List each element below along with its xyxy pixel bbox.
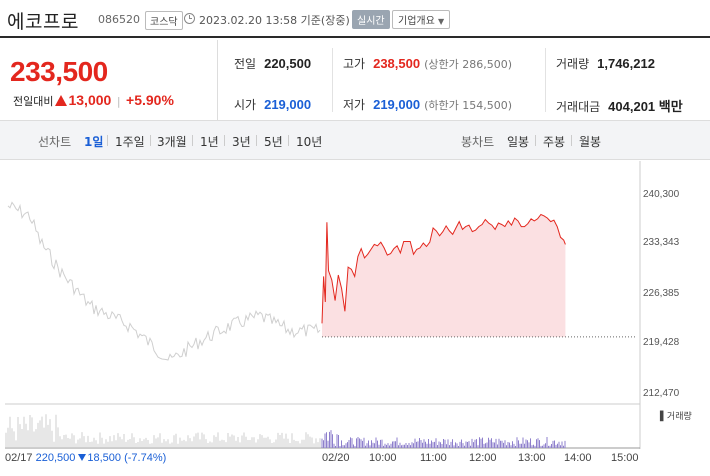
tab-daily-candle[interactable]: 일봉 [507, 135, 530, 149]
prev-day-date: 02/17 [5, 452, 33, 464]
divider [288, 135, 289, 146]
y-tick: 240,300 [643, 189, 680, 200]
divider [571, 135, 572, 146]
today-volume-bars [321, 430, 566, 448]
quote-panel: 233,500 전일대비 13,000 | +5.90% 전일 220,500 시가… [0, 40, 710, 120]
x-tick: 02/20 [322, 452, 350, 464]
x-tick: 13:00 [518, 452, 546, 464]
stock-header: 에코프로 086520 코스닥 2023.02.20 13:58 기준(장중) … [0, 0, 710, 38]
prev-close-cell: 전일 220,500 [234, 55, 311, 72]
tab-3m[interactable]: 3개월 [157, 135, 187, 149]
open-value: 219,000 [264, 97, 312, 112]
divider: | [116, 95, 121, 108]
y-tick: 226,385 [643, 288, 680, 299]
high-label: 고가 [343, 57, 366, 71]
divider [107, 135, 108, 146]
low-value: 219,000 [373, 97, 421, 112]
lower-limit: (하한가 154,500) [424, 99, 513, 112]
amount-label: 거래대금 [556, 100, 601, 114]
line-chart-label: 선차트 [38, 135, 72, 149]
prev-close-value: 220,500 [264, 56, 312, 71]
tab-10y[interactable]: 10년 [296, 135, 323, 149]
company-overview-label: 기업개요 [398, 16, 435, 27]
stock-code: 086520 [98, 13, 140, 26]
high-cell: 고가 238,500 (상한가 286,500) [343, 55, 512, 72]
chart-canvas [5, 161, 641, 449]
price-area-fill [322, 214, 566, 337]
tab-weekly-candle[interactable]: 주봉 [543, 135, 566, 149]
prev-day-change-pct: (-7.74%) [124, 452, 167, 464]
market-badge: 코스닥 [145, 11, 183, 30]
divider [224, 135, 225, 146]
down-arrow-icon [78, 454, 87, 461]
x-tick: 11:00 [420, 452, 447, 464]
prev-day-price-line [7, 201, 321, 361]
tab-5y[interactable]: 5년 [264, 135, 283, 149]
clock-icon [184, 13, 195, 24]
open-label: 시가 [234, 98, 257, 112]
x-tick: 10:00 [369, 452, 397, 464]
amount-value: 404,201 백만 [608, 99, 683, 114]
up-arrow-icon [55, 95, 68, 106]
change-row: 전일대비 13,000 | +5.90% [13, 92, 174, 109]
stock-name: 에코프로 [7, 11, 79, 33]
quote-grid: 전일 220,500 시가 219,000 고가 238,500 (상한가 286,50… [217, 40, 710, 120]
tab-1d[interactable]: 1일 [84, 135, 104, 149]
volume-legend-label: 거래량 [666, 412, 692, 422]
prev-day-close: 220,500 [35, 452, 76, 464]
x-tick: 15:00 [611, 452, 639, 464]
prev-close-label: 전일 [234, 57, 257, 71]
prev-day-change: 18,500 [87, 452, 122, 464]
change-amount: 13,000 [68, 92, 112, 108]
candle-chart-label: 봉차트 [461, 135, 495, 149]
realtime-button[interactable]: 실시간 [352, 10, 390, 29]
open-cell: 시가 219,000 [234, 96, 311, 113]
change-label: 전일대비 [13, 95, 54, 108]
y-tick: 212,470 [643, 388, 680, 399]
divider [256, 135, 257, 146]
today-price-line [321, 213, 566, 324]
divider [332, 48, 333, 112]
high-value: 238,500 [373, 56, 421, 71]
low-cell: 저가 219,000 (하한가 154,500) [343, 96, 512, 113]
company-overview-dropdown[interactable]: 기업개요 ▼ [392, 10, 451, 29]
amount-cell: 거래대금 404,201 백만 [556, 96, 683, 115]
current-price: 233,500 [10, 56, 108, 87]
y-tick: 219,428 [643, 337, 680, 348]
quote-datetime: 2023.02.20 13:58 기준(장중) [199, 14, 350, 27]
volume-legend: ▌거래량 [660, 412, 692, 422]
prev-day-volume-bars [5, 414, 321, 448]
divider [545, 48, 546, 112]
x-tick: 14:00 [564, 452, 592, 464]
upper-limit: (상한가 286,500) [424, 58, 513, 71]
change-percent: +5.90% [126, 92, 174, 108]
divider [150, 135, 151, 146]
tab-monthly-candle[interactable]: 월봉 [579, 135, 602, 149]
tab-3y[interactable]: 3년 [232, 135, 251, 149]
chart-period-tabs: 선차트 1일 1주일 3개월 1년 3년 5년 10년 봉차트 일봉 주봉 월봉 [0, 120, 710, 160]
low-label: 저가 [343, 98, 366, 112]
price-chart[interactable]: 240,300 233,343 226,385 219,428 212,470 … [0, 161, 710, 476]
tab-1w[interactable]: 1주일 [115, 135, 145, 149]
chevron-down-icon: ▼ [438, 17, 445, 26]
volume-cell: 거래량 1,746,212 [556, 55, 655, 72]
x-tick: 12:00 [469, 452, 497, 464]
volume-label: 거래량 [556, 57, 590, 71]
divider [535, 135, 536, 146]
tab-1y[interactable]: 1년 [200, 135, 219, 149]
y-tick: 233,343 [643, 237, 680, 248]
divider [192, 135, 193, 146]
prev-day-summary: 02/17 220,500 18,500 (-7.74%) [5, 452, 166, 464]
volume-value: 1,746,212 [597, 56, 655, 71]
